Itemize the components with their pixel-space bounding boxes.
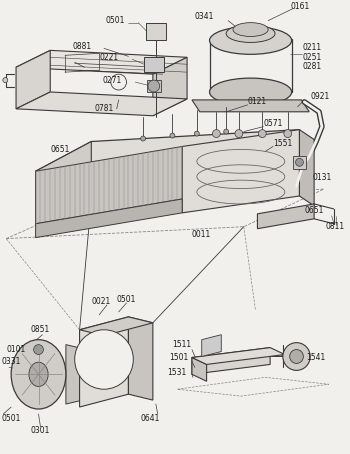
Polygon shape	[192, 348, 270, 375]
Circle shape	[34, 345, 43, 355]
Text: 0501: 0501	[106, 16, 125, 25]
Text: 1551: 1551	[273, 139, 292, 148]
Text: 0221: 0221	[99, 53, 118, 62]
Text: 0851: 0851	[31, 325, 50, 334]
Polygon shape	[300, 130, 314, 206]
Text: 0811: 0811	[326, 222, 345, 231]
Circle shape	[111, 74, 126, 90]
Circle shape	[141, 136, 146, 141]
Ellipse shape	[210, 27, 292, 54]
Ellipse shape	[226, 25, 275, 42]
Text: 0881: 0881	[73, 42, 92, 51]
Polygon shape	[36, 199, 182, 237]
Polygon shape	[147, 80, 161, 92]
Text: 0161: 0161	[290, 2, 310, 11]
Polygon shape	[192, 348, 285, 365]
Text: 0651: 0651	[304, 207, 324, 215]
Text: 0271: 0271	[102, 75, 121, 84]
Circle shape	[290, 350, 303, 364]
Polygon shape	[146, 23, 166, 40]
Circle shape	[3, 78, 8, 83]
Circle shape	[235, 130, 243, 138]
Text: 0501: 0501	[117, 295, 136, 304]
Polygon shape	[36, 142, 91, 226]
Polygon shape	[144, 57, 163, 72]
Text: 0011: 0011	[192, 230, 211, 239]
Polygon shape	[192, 100, 309, 112]
Polygon shape	[16, 50, 50, 109]
Polygon shape	[36, 147, 182, 224]
Polygon shape	[36, 130, 300, 171]
Ellipse shape	[233, 23, 268, 36]
Polygon shape	[153, 57, 187, 116]
Text: 0921: 0921	[310, 93, 329, 101]
Text: 0341: 0341	[195, 12, 214, 21]
Text: 0021: 0021	[91, 296, 111, 306]
Polygon shape	[66, 345, 95, 404]
Polygon shape	[182, 130, 300, 213]
Text: 0131: 0131	[312, 173, 331, 182]
Text: 0101: 0101	[6, 345, 26, 354]
Polygon shape	[16, 50, 187, 74]
Polygon shape	[79, 317, 153, 336]
Circle shape	[295, 158, 303, 166]
Text: 1501: 1501	[169, 353, 189, 362]
Circle shape	[170, 133, 175, 138]
Polygon shape	[192, 357, 206, 381]
Ellipse shape	[11, 340, 66, 409]
Text: 0571: 0571	[263, 119, 283, 128]
Text: 0281: 0281	[302, 62, 322, 71]
Text: 0651: 0651	[50, 145, 70, 154]
Text: 1531: 1531	[168, 368, 187, 377]
Text: 0781: 0781	[94, 104, 113, 114]
Text: 1511: 1511	[173, 340, 191, 349]
Text: 0251: 0251	[302, 53, 322, 62]
Polygon shape	[16, 92, 187, 116]
Text: 0211: 0211	[302, 43, 322, 52]
Text: 0331: 0331	[1, 357, 21, 366]
Polygon shape	[79, 317, 128, 407]
Circle shape	[194, 131, 199, 136]
Circle shape	[284, 130, 292, 138]
Polygon shape	[128, 317, 153, 400]
Text: 0121: 0121	[248, 98, 267, 106]
Polygon shape	[202, 335, 221, 356]
Circle shape	[224, 129, 229, 134]
Text: 1541: 1541	[306, 353, 326, 362]
Circle shape	[75, 330, 133, 389]
Ellipse shape	[210, 78, 292, 106]
Polygon shape	[293, 156, 306, 169]
Ellipse shape	[148, 80, 160, 92]
Text: 0301: 0301	[31, 426, 50, 435]
Text: 0501: 0501	[1, 415, 21, 424]
Ellipse shape	[29, 362, 48, 386]
Text: 0641: 0641	[140, 415, 160, 424]
Polygon shape	[258, 204, 314, 229]
Circle shape	[283, 343, 310, 370]
Circle shape	[212, 130, 220, 138]
Circle shape	[258, 130, 266, 138]
